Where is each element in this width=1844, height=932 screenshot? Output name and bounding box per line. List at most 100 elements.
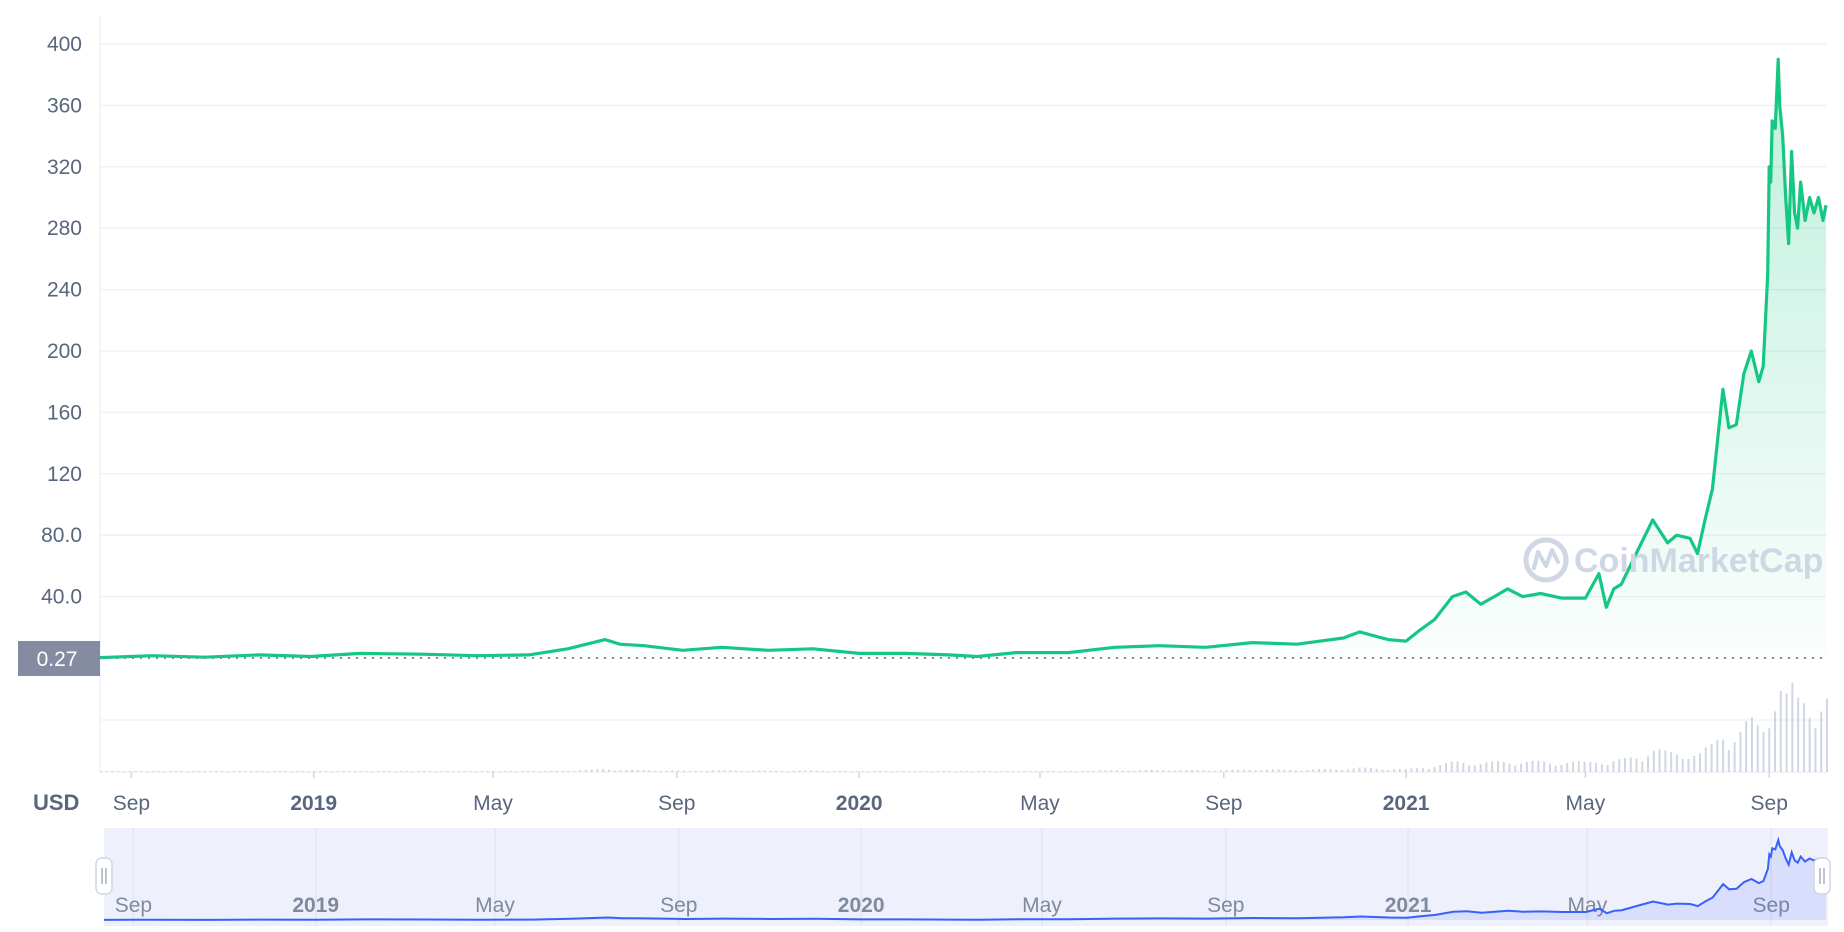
current-price-badge	[18, 641, 100, 676]
y-tick-label: 200	[47, 340, 82, 363]
volume-bar	[261, 771, 264, 772]
volume-bar	[255, 771, 258, 772]
volume-bar	[394, 771, 397, 772]
navigator-right-handle[interactable]	[1813, 857, 1831, 895]
volume-bar	[994, 771, 997, 772]
volume-bar	[1156, 769, 1159, 772]
volume-bar	[1687, 759, 1690, 772]
x-axis-labels: Sep 2019 May Sep 2020 May Sep 2021 May Sep	[113, 772, 1788, 815]
volume-bar	[1335, 769, 1338, 772]
volume-bar	[128, 771, 131, 772]
volume-bar	[654, 770, 657, 772]
volume-bar	[1092, 770, 1095, 772]
volume-bar	[1479, 764, 1482, 772]
volume-bar	[965, 771, 968, 772]
x-tick-label: May	[473, 792, 513, 815]
volume-bar	[937, 771, 940, 772]
volume-bar	[1543, 761, 1546, 772]
x-tick-label: Sep	[658, 792, 695, 815]
volume-bar	[1762, 732, 1765, 772]
volume-bar	[1075, 771, 1078, 772]
volume-bar	[584, 769, 587, 772]
navigator-tick-label: Sep	[115, 894, 152, 917]
volume-bar	[1064, 771, 1067, 772]
volume-bar	[1277, 769, 1280, 772]
volume-bar	[1750, 717, 1753, 772]
navigator-tick-label: Sep	[660, 894, 697, 917]
volume-bar	[353, 771, 356, 772]
volume-bar	[717, 770, 720, 772]
volume-bar	[607, 769, 610, 772]
volume-bar	[1826, 698, 1828, 772]
volume-bar	[625, 769, 628, 772]
volume-bar	[1433, 767, 1436, 772]
volume-bar	[896, 771, 899, 772]
volume-bar	[1739, 731, 1742, 772]
volume-bar	[1271, 769, 1274, 772]
volume-bar	[1416, 768, 1419, 772]
volume-bar	[908, 771, 911, 772]
volume-bar	[1745, 721, 1748, 772]
volume-bar	[579, 770, 582, 772]
volume-bar	[1647, 756, 1650, 772]
volume-bar	[405, 771, 408, 772]
navigator-background	[104, 828, 1828, 926]
volume-bar	[1768, 728, 1771, 772]
volume-bar	[1427, 768, 1430, 772]
volume-bar	[180, 771, 183, 772]
volume-bar	[838, 770, 841, 772]
price-area	[100, 59, 1826, 658]
volume-bar	[1612, 761, 1615, 772]
volume-bar	[209, 771, 212, 772]
volume-bar	[1652, 750, 1655, 772]
volume-bar	[1791, 682, 1794, 772]
volume-bar	[423, 771, 426, 772]
volume-bar	[1485, 762, 1488, 772]
volume-bar	[267, 771, 270, 772]
volume-bar	[1675, 754, 1678, 772]
volume-bar	[1035, 771, 1038, 772]
volume-bar	[1600, 764, 1603, 772]
volume-bar	[1115, 770, 1118, 772]
volume-bar	[411, 771, 414, 772]
volume-bar	[1121, 770, 1124, 772]
volume-bar	[146, 771, 149, 772]
volume-bar	[417, 771, 420, 772]
volume-bar	[1572, 761, 1575, 772]
volume-bar	[977, 771, 980, 772]
volume-bar	[700, 771, 703, 772]
volume-bar	[307, 771, 310, 772]
coinmarketcap-logo-icon	[1523, 537, 1569, 583]
volume-bar	[1040, 771, 1043, 772]
volume-bar	[377, 771, 380, 772]
volume-bar	[1531, 760, 1534, 772]
x-tick-label: Sep	[113, 792, 150, 815]
volume-bar	[532, 771, 535, 772]
volume-bar	[1266, 769, 1269, 772]
volume-bar	[1629, 757, 1632, 772]
volume-bar	[521, 771, 524, 772]
volume-bar	[942, 771, 945, 772]
volume-bar	[1294, 770, 1297, 772]
volume-bar	[925, 771, 928, 772]
volume-bars	[100, 682, 1828, 772]
volume-bar	[1017, 771, 1020, 772]
volume-bar	[336, 771, 339, 772]
navigator-left-handle[interactable]	[95, 857, 113, 895]
volume-bar	[1219, 770, 1222, 772]
volume-bar	[1618, 759, 1621, 772]
volume-bar	[971, 771, 974, 772]
volume-bar	[1496, 761, 1499, 772]
volume-bar	[105, 771, 108, 772]
volume-bar	[913, 771, 916, 772]
y-tick-label: 360	[47, 94, 82, 117]
volume-bar	[1237, 769, 1240, 772]
volume-bar	[1087, 771, 1090, 772]
volume-bar	[740, 771, 743, 772]
range-navigator[interactable]: Sep 2019 May Sep 2020 May Sep 2021 May Sep	[95, 828, 1831, 926]
volume-bar	[134, 771, 137, 772]
navigator-line	[103, 836, 1827, 921]
currency-unit-label: USD	[33, 790, 79, 815]
volume-bar	[492, 771, 495, 772]
volume-bar	[781, 771, 784, 772]
